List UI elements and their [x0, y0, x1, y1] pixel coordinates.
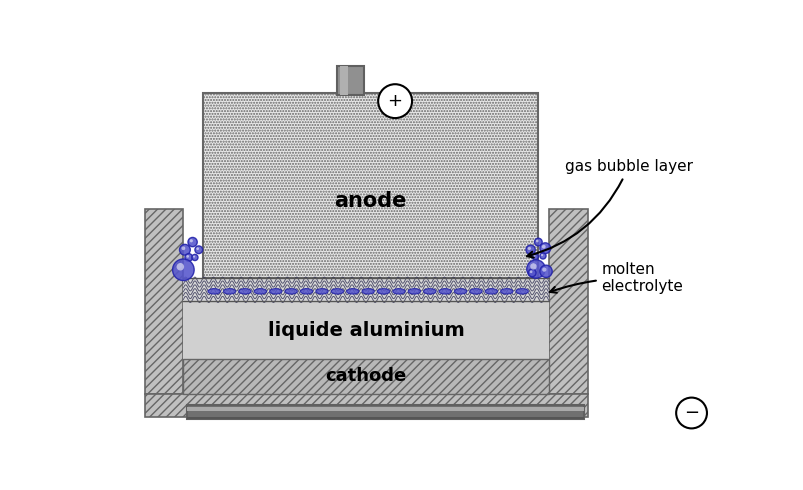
Circle shape: [188, 238, 197, 246]
Bar: [187, 405, 583, 419]
Circle shape: [539, 265, 552, 277]
Circle shape: [528, 269, 536, 277]
Circle shape: [193, 255, 195, 258]
Ellipse shape: [361, 289, 374, 294]
Circle shape: [173, 259, 194, 281]
Text: liquide aluminium: liquide aluminium: [267, 321, 464, 340]
Ellipse shape: [269, 289, 282, 294]
Bar: [337, 67, 364, 95]
Text: gas bubble layer: gas bubble layer: [527, 159, 691, 258]
Text: anode: anode: [333, 191, 406, 211]
Circle shape: [534, 238, 541, 246]
Circle shape: [532, 254, 538, 260]
Circle shape: [179, 245, 190, 255]
Circle shape: [185, 254, 193, 261]
Circle shape: [527, 247, 530, 250]
Circle shape: [541, 268, 546, 272]
Ellipse shape: [423, 289, 435, 294]
Bar: [187, 407, 583, 411]
Circle shape: [192, 254, 198, 261]
Circle shape: [536, 240, 538, 243]
Ellipse shape: [516, 289, 528, 294]
Bar: [183, 301, 548, 359]
Circle shape: [539, 243, 550, 254]
Ellipse shape: [208, 289, 220, 294]
Bar: [202, 94, 537, 278]
Circle shape: [181, 246, 185, 250]
Text: molten
electrolyte: molten electrolyte: [549, 262, 683, 294]
Circle shape: [540, 254, 543, 256]
Bar: [548, 209, 587, 394]
Text: +: +: [387, 92, 402, 110]
Circle shape: [377, 84, 411, 118]
Text: cathode: cathode: [325, 368, 406, 386]
Circle shape: [529, 270, 532, 273]
Circle shape: [196, 247, 199, 250]
Ellipse shape: [500, 289, 512, 294]
Circle shape: [675, 397, 706, 428]
Circle shape: [541, 245, 545, 248]
Circle shape: [525, 245, 535, 254]
Ellipse shape: [377, 289, 389, 294]
Ellipse shape: [284, 289, 297, 294]
Bar: [339, 67, 348, 95]
Text: −: −: [683, 404, 699, 422]
Bar: [183, 278, 548, 301]
Ellipse shape: [346, 289, 358, 294]
Ellipse shape: [300, 289, 312, 294]
Ellipse shape: [438, 289, 450, 294]
Circle shape: [194, 246, 202, 254]
Circle shape: [177, 263, 184, 270]
Circle shape: [190, 239, 193, 243]
Circle shape: [539, 253, 545, 259]
Ellipse shape: [223, 289, 235, 294]
Bar: [145, 209, 183, 394]
Ellipse shape: [316, 289, 328, 294]
Ellipse shape: [238, 289, 251, 294]
Ellipse shape: [331, 289, 343, 294]
Bar: [183, 359, 548, 394]
Ellipse shape: [254, 289, 266, 294]
Circle shape: [186, 255, 189, 258]
Circle shape: [529, 263, 536, 270]
Circle shape: [526, 260, 544, 278]
Ellipse shape: [469, 289, 482, 294]
Ellipse shape: [484, 289, 497, 294]
Circle shape: [532, 255, 535, 257]
Ellipse shape: [454, 289, 466, 294]
Bar: [145, 394, 587, 417]
Ellipse shape: [393, 289, 405, 294]
Ellipse shape: [408, 289, 420, 294]
Bar: [187, 417, 583, 419]
